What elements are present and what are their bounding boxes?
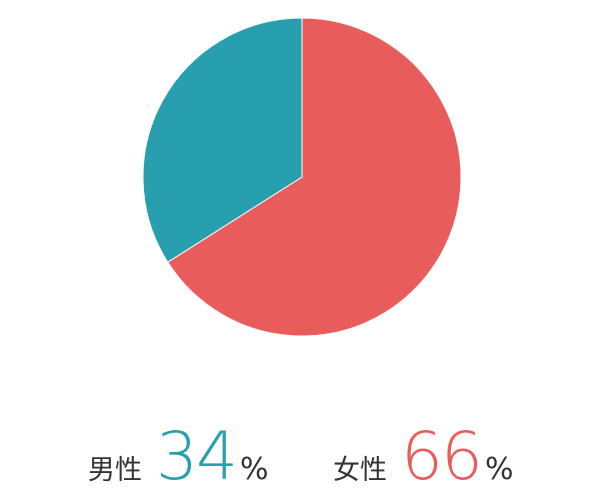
pie-chart <box>142 17 462 337</box>
legend-label: 女性 <box>333 455 387 486</box>
legend-value: 34 <box>156 418 238 495</box>
legend-unit: % <box>484 452 514 487</box>
pie-slice-女性 <box>167 17 462 337</box>
legend-value: 66 <box>401 418 483 495</box>
legend-label: 男性 <box>88 455 142 486</box>
legend-male: 男性 34 % <box>88 418 269 495</box>
pie-slice-男性 <box>142 17 303 263</box>
legend-female: 女性 66 % <box>333 418 514 495</box>
legend-unit: % <box>239 452 269 487</box>
